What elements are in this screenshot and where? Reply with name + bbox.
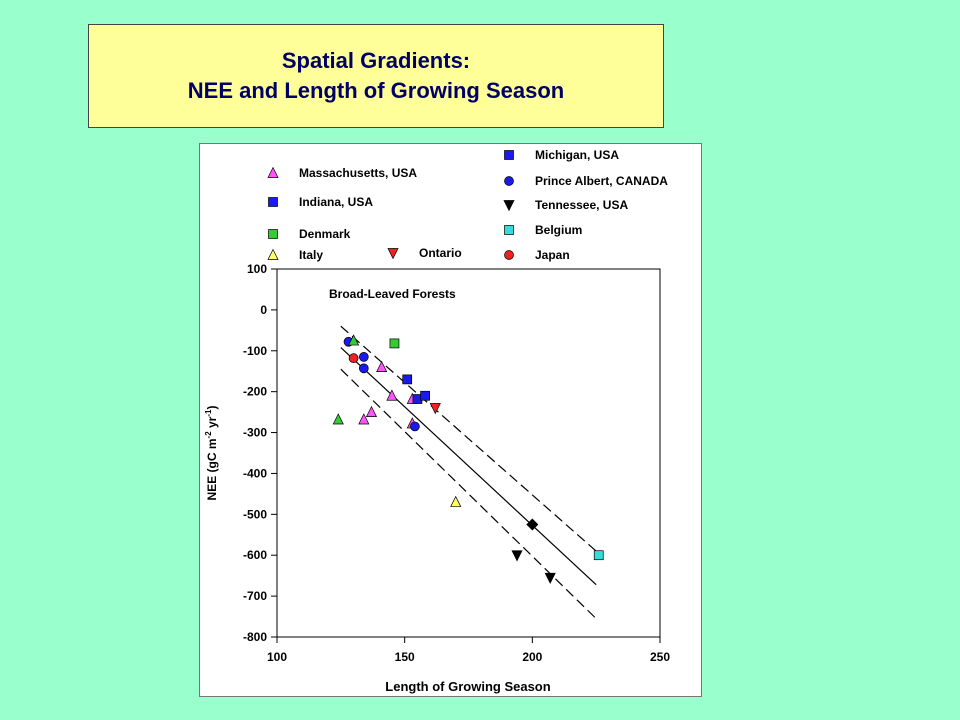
regression-line — [340, 347, 597, 586]
x-tick-label: 150 — [395, 650, 415, 664]
data-point — [348, 353, 359, 363]
chart-background — [199, 143, 702, 697]
legend-label: Massachusetts, USA — [299, 166, 417, 180]
data-point — [358, 352, 369, 362]
confidence-upper-line — [340, 325, 597, 552]
legend-entry: Prince Albert, CANADA — [504, 174, 668, 188]
legend-marker — [504, 225, 514, 235]
plot-frame — [276, 268, 661, 638]
y-tick-label: -500 — [243, 507, 267, 521]
y-tick-label: -300 — [243, 426, 267, 440]
legend-entry: Tennessee, USA — [503, 198, 628, 212]
y-tick-label: -800 — [243, 630, 267, 644]
legend-entry: Indiana, USA — [268, 195, 373, 209]
legend-marker — [504, 150, 514, 160]
data-point — [450, 495, 462, 507]
legend-marker — [387, 248, 399, 260]
data-point — [593, 550, 604, 561]
y-tick-label: -600 — [243, 548, 267, 562]
data-point — [544, 572, 556, 584]
data-point — [511, 550, 523, 562]
data-point — [410, 421, 420, 432]
y-tick-label: 0 — [260, 303, 267, 317]
legend-label: Japan — [535, 248, 570, 262]
data-point — [389, 338, 400, 349]
data-points — [332, 334, 604, 584]
axes: 100 150 200 250 100 0 -100 -200 -300 -400 -500 -600… — [243, 262, 670, 664]
data-point — [429, 403, 441, 415]
data-point — [332, 413, 344, 425]
legend-marker — [267, 248, 279, 260]
legend-label: Indiana, USA — [299, 195, 373, 209]
y-tick-label: -200 — [243, 385, 267, 399]
legend-label: Italy — [299, 248, 323, 262]
legend-entry: Japan — [504, 248, 570, 262]
y-axis-label: NEE (gC m-2 yr-1) — [204, 406, 219, 501]
x-axis-label: Length of Growing Season — [385, 679, 550, 694]
legend-label: Ontario — [419, 246, 462, 260]
legend-entry: Massachusetts, USA — [267, 166, 417, 180]
data-point — [420, 390, 430, 401]
legend-marker — [504, 176, 514, 186]
legend-entry: Ontario — [387, 246, 462, 260]
title-line-2: NEE and Length of Growing Season — [187, 78, 565, 103]
x-tick-label: 100 — [267, 650, 287, 664]
title-box: Spatial Gradients: NEE and Length of Gro… — [88, 24, 664, 128]
legend-label: Prince Albert, CANADA — [535, 174, 668, 188]
annotation-label: Broad-Leaved Forests — [329, 287, 456, 301]
x-tick-label: 250 — [650, 650, 670, 664]
data-point — [348, 334, 360, 346]
data-point — [358, 363, 369, 374]
data-point — [402, 374, 413, 385]
legend-label: Belgium — [535, 223, 582, 237]
legend-label: Michigan, USA — [535, 148, 619, 162]
legend-entry: Denmark — [268, 227, 351, 241]
legend-marker — [503, 200, 515, 212]
fit-lines — [340, 325, 597, 620]
legend-entry: Michigan, USA — [504, 148, 619, 162]
x-tick-label: 200 — [522, 650, 542, 664]
legend: Massachusetts, USA Indiana, USA Denmark Ita… — [267, 148, 668, 262]
y-tick-label: -700 — [243, 589, 267, 603]
data-point — [526, 518, 539, 531]
legend-label: Denmark — [299, 227, 351, 241]
legend-marker — [267, 166, 279, 178]
data-point — [365, 405, 378, 417]
data-point — [386, 389, 398, 401]
y-tick-label: -400 — [243, 466, 267, 480]
legend-label: Tennessee, USA — [535, 198, 628, 212]
y-tick-label: 100 — [247, 262, 267, 276]
data-point — [376, 360, 388, 372]
legend-entry: Italy — [267, 248, 323, 262]
title-line-1: Spatial Gradients: — [281, 48, 471, 73]
y-tick-label: -100 — [243, 344, 267, 358]
legend-marker — [504, 250, 514, 260]
legend-marker — [268, 229, 278, 239]
data-point — [358, 413, 370, 425]
legend-entry: Belgium — [504, 223, 582, 237]
legend-marker — [268, 197, 278, 207]
chart: Massachusetts, USA Indiana, USA Denmark Ita… — [199, 143, 702, 697]
